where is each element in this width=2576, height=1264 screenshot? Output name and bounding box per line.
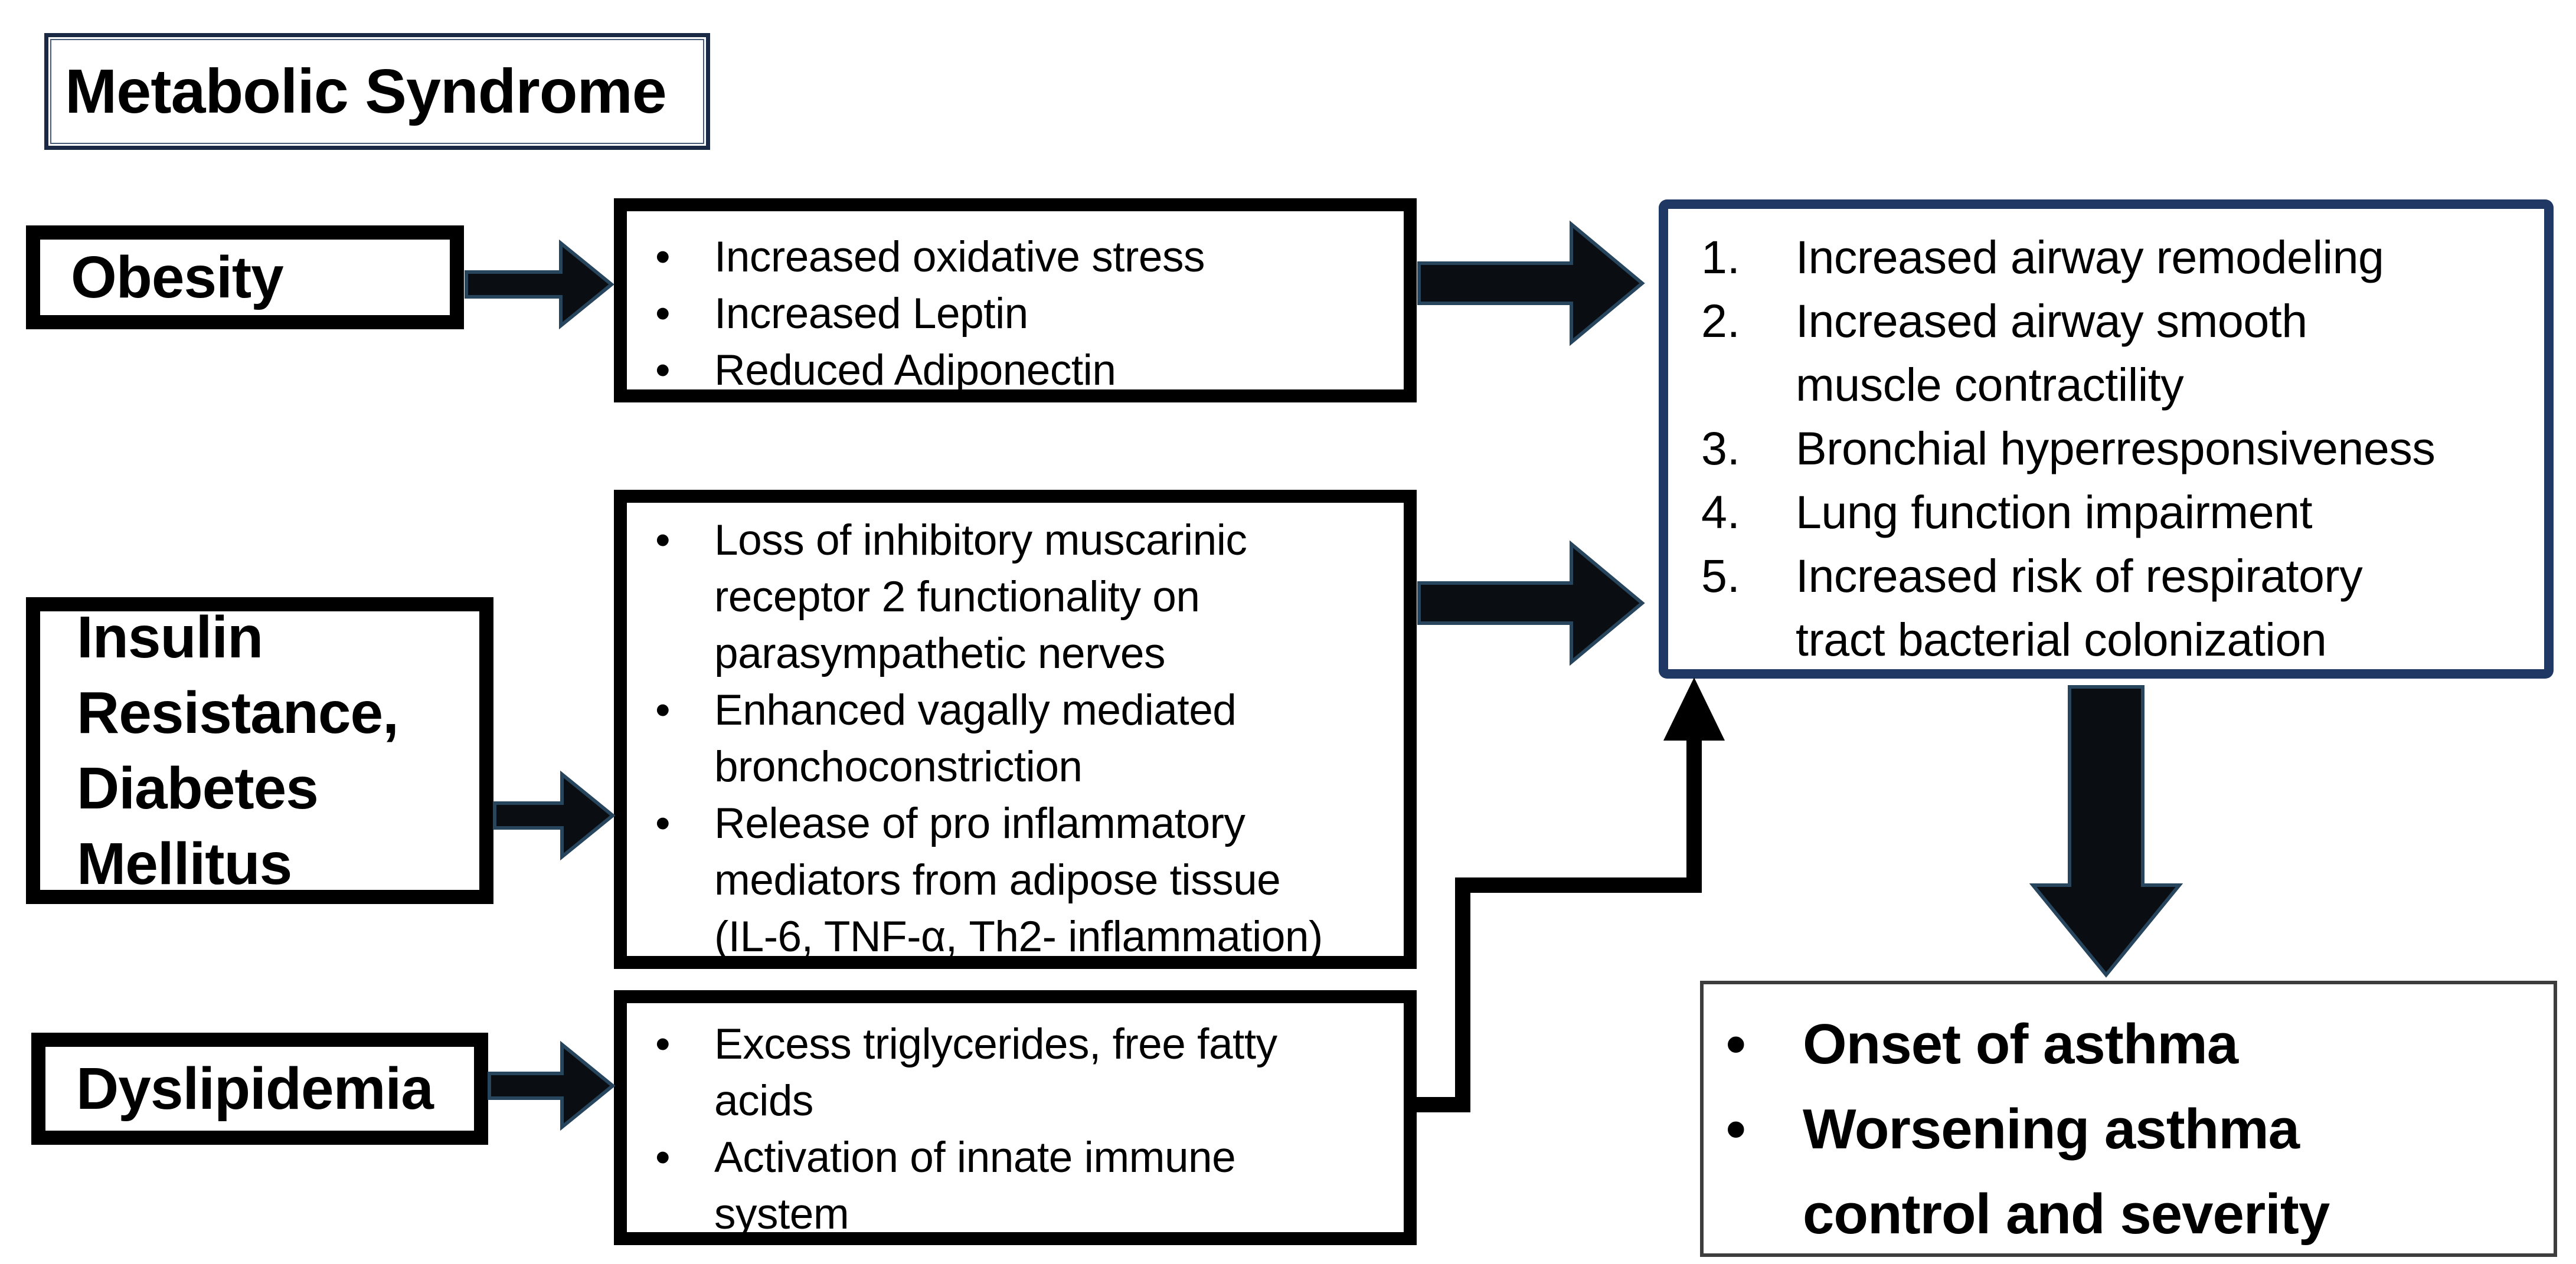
- bullet-marker: •: [655, 1134, 671, 1181]
- list-item: • Enhanced vagally mediated: [627, 682, 1404, 739]
- list-item-text: system: [714, 1190, 849, 1238]
- bullet-marker: [655, 909, 714, 965]
- metabolic-syndrome-title-box: Metabolic Syndrome: [44, 33, 710, 150]
- number-marker: 2.: [1701, 294, 1740, 347]
- list-item-text: (IL-6, TNF-α, Th2- inflammation): [714, 913, 1323, 961]
- list-item-text: Worsening asthma: [1803, 1098, 2300, 1161]
- list-item: parasympathetic nerves: [627, 626, 1404, 682]
- bullet-marker: •: [655, 1020, 671, 1068]
- list-item-text: Increased Leptin: [714, 290, 1028, 338]
- bullet-marker: [655, 1186, 714, 1243]
- bullet-marker: [655, 569, 714, 626]
- elbow-arrow-dyslipidemia-effects-to-airway-icon: [1408, 677, 1725, 1112]
- bullet-marker: [655, 1073, 714, 1129]
- list-item: • Reduced Adiponectin: [627, 342, 1404, 399]
- numbered-item-text: Bronchial hyperresponsiveness: [1796, 422, 2436, 474]
- list-item-text: acids: [714, 1077, 813, 1125]
- bullet-marker: [655, 852, 714, 909]
- bullet-marker: •: [1726, 1098, 1746, 1161]
- numbered-item-text: Increased risk of respiratory: [1796, 549, 2363, 602]
- numbered-item-text: Lung function impairment: [1796, 486, 2313, 538]
- bullet-marker: •: [655, 800, 671, 847]
- numbered-item-text: tract bacterial colonization: [1796, 613, 2327, 666]
- list-item-text: receptor 2 functionality on: [714, 573, 1200, 621]
- airway-outcomes-box: 1. Increased airway remodeling 2. Increase…: [1659, 199, 2554, 679]
- arrow-obesity-to-effects-icon: [465, 239, 614, 330]
- list-item-text: Excess triglycerides, free fatty: [714, 1020, 1277, 1068]
- dyslipidemia-box: Dyslipidemia: [31, 1033, 488, 1145]
- insulin-effects-box: • Loss of inhibitory muscarinic receptor …: [614, 490, 1417, 969]
- number-marker: 3.: [1701, 422, 1740, 474]
- list-item-text: mediators from adipose tissue: [714, 856, 1281, 904]
- bullet-marker: [1726, 1172, 1803, 1257]
- list-item: system: [627, 1186, 1404, 1243]
- numbered-item: 2. Increased airway smooth: [1668, 289, 2544, 353]
- list-item: acids: [627, 1073, 1404, 1129]
- arrow-insulin-effects-to-airway-icon: [1417, 540, 1645, 666]
- list-item-text: parasympathetic nerves: [714, 630, 1165, 677]
- list-item-text: Release of pro inflammatory: [714, 800, 1245, 847]
- list-item: (IL-6, TNF-α, Th2- inflammation): [627, 909, 1404, 965]
- list-item: mediators from adipose tissue: [627, 852, 1404, 909]
- obesity-effects-box: • Increased oxidative stress • Increased L…: [614, 198, 1417, 402]
- arrow-insulin-to-effects-icon: [493, 770, 615, 861]
- numbered-item: muscle contractility: [1668, 353, 2544, 417]
- dyslipidemia-effects-box: • Excess triglycerides, free fatty acids …: [614, 990, 1417, 1245]
- list-item-text: bronchoconstriction: [714, 743, 1083, 791]
- list-item: receptor 2 functionality on: [627, 569, 1404, 626]
- list-item-text: Loss of inhibitory muscarinic: [714, 516, 1247, 564]
- bullet-marker: •: [655, 346, 671, 394]
- insulin-line-3: Diabetes: [77, 755, 319, 821]
- bullet-marker: [655, 739, 714, 795]
- numbered-item: 5. Increased risk of respiratory: [1668, 544, 2544, 608]
- number-marker: 5.: [1701, 549, 1740, 602]
- bullet-marker: •: [655, 233, 671, 281]
- list-item-text: Onset of asthma: [1803, 1013, 2238, 1076]
- list-item: • Excess triglycerides, free fatty: [627, 1016, 1404, 1073]
- list-item-text: control and severity: [1803, 1183, 2330, 1246]
- list-item: • Loss of inhibitory muscarinic: [627, 512, 1404, 569]
- list-item: • Activation of innate immune: [627, 1129, 1404, 1186]
- bullet-marker: •: [655, 686, 671, 734]
- list-item: • Increased Leptin: [627, 286, 1404, 342]
- arrow-dyslipidemia-to-effects-icon: [488, 1040, 615, 1131]
- numbered-item-text: muscle contractility: [1796, 358, 2184, 411]
- numbered-item: 3. Bronchial hyperresponsiveness: [1668, 417, 2544, 480]
- list-item-text: Increased oxidative stress: [714, 233, 1205, 281]
- metabolic-syndrome-label: Metabolic Syndrome: [65, 56, 667, 126]
- arrow-airway-to-asthma-icon: [2029, 685, 2183, 978]
- numbered-item: tract bacterial colonization: [1668, 608, 2544, 672]
- list-item: • Worsening asthma: [1704, 1087, 2554, 1172]
- list-item-text: Enhanced vagally mediated: [714, 686, 1237, 734]
- list-item: • Increased oxidative stress: [627, 229, 1404, 286]
- number-marker: 1.: [1701, 231, 1740, 283]
- list-item: bronchoconstriction: [627, 739, 1404, 795]
- list-item: control and severity: [1704, 1172, 2554, 1257]
- bullet-marker: •: [1726, 1013, 1746, 1076]
- insulin-line-4: Mellitus: [77, 831, 292, 897]
- bullet-marker: [655, 626, 714, 682]
- list-item: • Release of pro inflammatory: [627, 795, 1404, 852]
- list-item-text: Activation of innate immune: [714, 1134, 1236, 1181]
- obesity-label: Obesity: [71, 244, 284, 310]
- numbered-item-text: Increased airway remodeling: [1796, 231, 2384, 283]
- list-item: • Onset of asthma: [1704, 1002, 2554, 1087]
- number-marker: [1701, 353, 1796, 417]
- arrow-obesity-effects-to-airway-icon: [1417, 220, 1645, 346]
- numbered-item-text: Increased airway smooth: [1796, 294, 2307, 347]
- insulin-resistance-box: Insulin Resistance, Diabetes Mellitus: [26, 597, 493, 904]
- list-item-text: Reduced Adiponectin: [714, 346, 1116, 394]
- number-marker: 4.: [1701, 486, 1740, 538]
- bullet-marker: •: [655, 290, 671, 338]
- bullet-marker: •: [655, 516, 671, 564]
- insulin-line-1: Insulin: [77, 604, 263, 670]
- asthma-outcomes-box: • Onset of asthma • Worsening asthma contr…: [1700, 981, 2557, 1257]
- numbered-item: 4. Lung function impairment: [1668, 480, 2544, 544]
- dyslipidemia-label: Dyslipidemia: [76, 1056, 434, 1122]
- obesity-box: Obesity: [26, 225, 464, 329]
- insulin-line-2: Resistance,: [77, 680, 399, 746]
- numbered-item: 1. Increased airway remodeling: [1668, 225, 2544, 289]
